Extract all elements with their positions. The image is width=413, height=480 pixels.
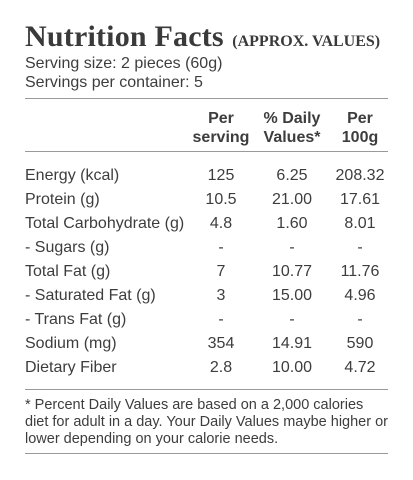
serving-size: Serving size: 2 pieces (60g) bbox=[25, 55, 223, 72]
table-row: - Sugars (g) - - - bbox=[25, 239, 388, 263]
row-label: - Sugars (g) bbox=[25, 239, 110, 256]
daily-value: 6.25 bbox=[276, 167, 308, 184]
per-serving-value: 3 bbox=[216, 287, 226, 304]
per-serving-value: 2.8 bbox=[209, 359, 233, 376]
column-header-per-100g: Per 100g bbox=[325, 109, 395, 147]
table-row: Energy (kcal) 125 6.25 208.32 bbox=[25, 167, 388, 191]
per-100g-value: 17.61 bbox=[339, 191, 381, 208]
column-header-daily-values: % Daily Values* bbox=[255, 109, 329, 147]
divider-bottom bbox=[25, 453, 388, 454]
daily-value: 1.60 bbox=[276, 215, 308, 232]
table-row: Total Fat (g) 7 10.77 11.76 bbox=[25, 263, 388, 287]
per-100g-value: 4.96 bbox=[344, 287, 376, 304]
row-label: - Saturated Fat (g) bbox=[25, 287, 156, 304]
table-row: - Trans Fat (g) - - - bbox=[25, 311, 388, 335]
per-serving-value: 125 bbox=[207, 167, 235, 184]
per-100g-value: 8.01 bbox=[344, 215, 376, 232]
daily-value: 10.00 bbox=[271, 359, 313, 376]
daily-value: 10.77 bbox=[271, 263, 313, 280]
per-100g-value: 208.32 bbox=[335, 167, 385, 184]
daily-value: - bbox=[289, 239, 295, 256]
per-100g-value: - bbox=[357, 239, 363, 256]
column-header-per-serving: Per serving bbox=[185, 109, 257, 147]
column-header-line: Per bbox=[347, 110, 373, 127]
row-label: Dietary Fiber bbox=[25, 359, 117, 376]
row-label: Energy (kcal) bbox=[25, 167, 120, 184]
table-row: Total Carbohydrate (g) 4.8 1.60 8.01 bbox=[25, 215, 388, 239]
daily-value: 15.00 bbox=[271, 287, 313, 304]
row-label: - Trans Fat (g) bbox=[25, 311, 127, 328]
footnote: * Percent Daily Values are based on a 2,… bbox=[25, 397, 388, 447]
divider-header bbox=[25, 151, 388, 152]
row-label: Total Fat (g) bbox=[25, 263, 111, 280]
per-serving-value: 354 bbox=[207, 335, 235, 352]
per-serving-value: 10.5 bbox=[205, 191, 237, 208]
column-header-line: Per bbox=[208, 110, 234, 127]
per-serving-value: - bbox=[218, 311, 224, 328]
per-serving-value: - bbox=[218, 239, 224, 256]
divider-top bbox=[25, 98, 388, 99]
per-100g-value: 4.72 bbox=[344, 359, 376, 376]
table-row: Dietary Fiber 2.8 10.00 4.72 bbox=[25, 359, 388, 383]
panel-subtitle: (APPROX. VALUES) bbox=[232, 33, 381, 50]
servings-per-container: Servings per container: 5 bbox=[25, 74, 203, 91]
daily-value: 14.91 bbox=[271, 335, 313, 352]
row-label: Sodium (mg) bbox=[25, 335, 117, 352]
per-serving-value: 7 bbox=[216, 263, 226, 280]
per-100g-value: 11.76 bbox=[340, 263, 380, 280]
column-header-line: 100g bbox=[341, 129, 379, 146]
title-row: Nutrition Facts (APPROX. VALUES) bbox=[25, 20, 380, 54]
table-row: Sodium (mg) 354 14.91 590 bbox=[25, 335, 388, 359]
table-row: - Saturated Fat (g) 3 15.00 4.96 bbox=[25, 287, 388, 311]
column-header-line: serving bbox=[192, 129, 250, 146]
row-label: Total Carbohydrate (g) bbox=[25, 215, 185, 232]
table-row: Protein (g) 10.5 21.00 17.61 bbox=[25, 191, 388, 215]
row-label: Protein (g) bbox=[25, 191, 100, 208]
panel-title: Nutrition Facts bbox=[25, 20, 224, 53]
column-header-line: Values* bbox=[263, 129, 321, 146]
divider-footnote bbox=[25, 389, 388, 390]
per-serving-value: 4.8 bbox=[209, 215, 233, 232]
column-header-line: % Daily bbox=[263, 110, 321, 127]
daily-value: 21.00 bbox=[271, 191, 313, 208]
per-100g-value: 590 bbox=[346, 335, 374, 352]
per-100g-value: - bbox=[357, 311, 363, 328]
daily-value: - bbox=[289, 311, 295, 328]
